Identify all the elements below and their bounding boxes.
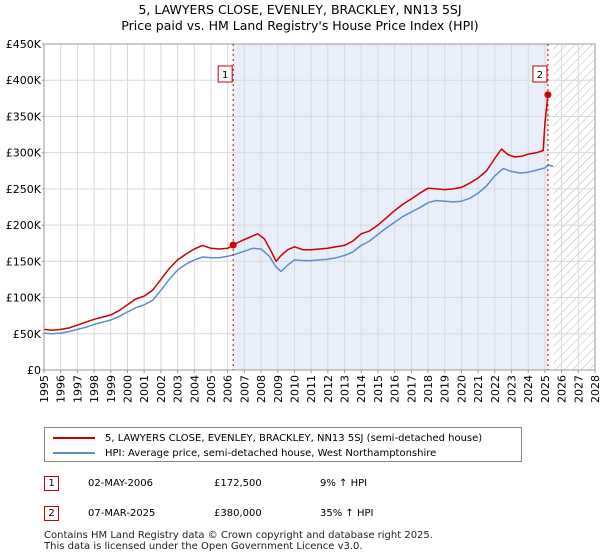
x-tick-label: 2003 — [172, 375, 185, 403]
y-tick-label: £200K — [6, 219, 42, 232]
sale-date: 07-MAR-2025 — [88, 508, 156, 519]
x-tick-label: 2024 — [522, 375, 535, 403]
y-tick-label: £250K — [6, 183, 42, 196]
x-tick-label: 2000 — [121, 375, 134, 403]
legend-swatch-hpi — [53, 452, 95, 454]
sale-price: £172,500 — [214, 478, 262, 489]
x-tick-label: 2017 — [405, 375, 418, 403]
x-tick-label: 2021 — [472, 375, 485, 403]
x-tick-label: 2008 — [255, 375, 268, 403]
x-tick-label: 2025 — [539, 375, 552, 403]
x-tick-label: 2004 — [188, 375, 201, 403]
sale-price: £380,000 — [214, 508, 262, 519]
sale-marker-box — [532, 65, 548, 83]
legend-swatch-property — [53, 437, 95, 439]
x-tick-label: 1995 — [38, 375, 51, 403]
property-price-line — [44, 94, 549, 331]
y-tick-label: £350K — [6, 110, 42, 123]
x-tick-label: 2015 — [372, 375, 385, 403]
y-tick-label: £100K — [6, 292, 42, 305]
x-tick-label: 2026 — [556, 375, 569, 403]
price-chart: £0 £50K £100K £150K £200K £250K £300K £350K £400… — [6, 38, 600, 403]
x-tick-label: 2016 — [389, 375, 402, 403]
sale-marker-label: 1 — [222, 70, 228, 81]
sale-marker-box — [217, 65, 233, 83]
x-tick-label: 2010 — [288, 375, 301, 403]
x-tick-label: 2013 — [339, 375, 352, 403]
hpi-line — [44, 164, 554, 335]
x-tick-label: 2006 — [222, 375, 235, 403]
chart-title-line2: Price paid vs. HM Land Registry's House … — [121, 18, 479, 33]
ownership-shading — [233, 44, 548, 370]
x-tick-label: 2023 — [506, 375, 519, 403]
footer-licence: This data is licensed under the Open Gov… — [44, 541, 363, 552]
legend-label-property: 5, LAWYERS CLOSE, EVENLEY, BRACKLEY, NN1… — [105, 432, 483, 444]
sale-marker: 2 — [44, 506, 59, 521]
y-tick-label: £0 — [27, 364, 41, 377]
y-tick-label: £50K — [13, 328, 42, 341]
x-tick-label: 2011 — [305, 375, 318, 403]
sale-row: 1 02-MAY-2006 £172,500 9% ↑ HPI — [44, 476, 404, 494]
sale-point — [229, 241, 237, 249]
x-tick-label: 2019 — [439, 375, 452, 403]
footer: Contains HM Land Registry data © Crown c… — [44, 530, 433, 552]
x-tick-label: 2027 — [572, 375, 585, 403]
x-tick-label: 1999 — [105, 375, 118, 403]
sale-marker-label: 2 — [537, 70, 543, 81]
sale-hpi-change: 35% ↑ HPI — [320, 508, 374, 519]
x-tick-label: 2001 — [138, 375, 151, 403]
sale-row: 2 07-MAR-2025 £380,000 35% ↑ HPI — [44, 506, 404, 524]
x-tick-label: 2020 — [455, 375, 468, 403]
x-tick-label: 2007 — [238, 375, 251, 403]
legend-item-property: 5, LAWYERS CLOSE, EVENLEY, BRACKLEY, NN1… — [53, 431, 482, 445]
x-tick-label: 2018 — [422, 375, 435, 403]
y-tick-label: £450K — [6, 38, 42, 51]
footer-copyright: Contains HM Land Registry data © Crown c… — [44, 530, 433, 541]
x-tick-label: 2005 — [205, 375, 218, 403]
sale-point — [544, 91, 552, 99]
x-tick-label: 2002 — [155, 375, 168, 403]
sale-date: 02-MAY-2006 — [88, 478, 154, 489]
x-tick-label: 2012 — [322, 375, 335, 403]
sale-hpi-change: 9% ↑ HPI — [320, 478, 368, 489]
y-tick-label: £400K — [6, 74, 42, 87]
sale-marker: 1 — [44, 476, 59, 491]
legend: 5, LAWYERS CLOSE, EVENLEY, BRACKLEY, NN1… — [44, 427, 522, 462]
y-tick-label: £150K — [6, 255, 42, 268]
x-tick-label: 1996 — [55, 375, 68, 403]
x-tick-label: 2022 — [489, 375, 502, 403]
x-tick-label: 2009 — [272, 375, 285, 403]
legend-item-hpi: HPI: Average price, semi-detached house,… — [53, 446, 436, 460]
plot-frame — [43, 43, 596, 371]
legend-label-hpi: HPI: Average price, semi-detached house,… — [105, 447, 437, 459]
chart-title-line1: 5, LAWYERS CLOSE, EVENLEY, BRACKLEY, NN1… — [138, 2, 462, 17]
x-tick-label: 2028 — [589, 375, 600, 403]
x-tick-label: 1997 — [71, 375, 84, 403]
chart-title: 5, LAWYERS CLOSE, EVENLEY, BRACKLEY, NN1… — [0, 2, 600, 34]
y-tick-label: £300K — [6, 147, 42, 160]
future-hatching — [553, 44, 595, 370]
x-tick-label: 1998 — [88, 375, 101, 403]
x-tick-label: 2014 — [355, 375, 368, 403]
